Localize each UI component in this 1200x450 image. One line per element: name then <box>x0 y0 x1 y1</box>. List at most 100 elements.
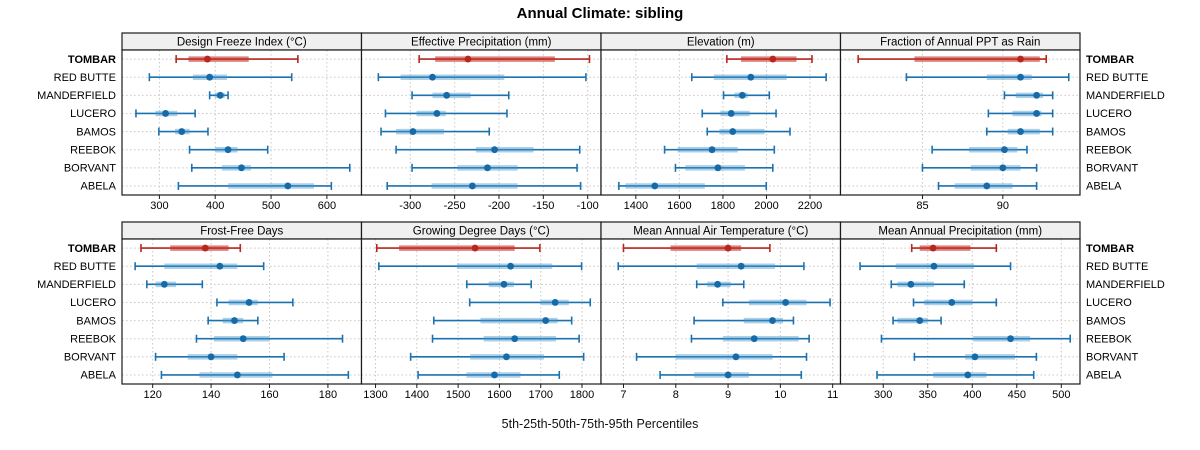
site-label-left-manderfield: MANDERFIELD <box>37 279 116 291</box>
median-dot <box>708 146 716 154</box>
panel-effective-precipitation-mm: Effective Precipitation (mm) -300 -250 -200… <box>360 32 602 212</box>
panel-bg <box>361 239 601 384</box>
percentile-row-bamos <box>693 316 795 325</box>
median-dot <box>964 371 972 379</box>
axis-tick-label: 1700 <box>528 389 552 401</box>
median-dot <box>1017 128 1024 135</box>
median-dot <box>750 335 758 343</box>
axis-tick-label: -100 <box>577 200 599 212</box>
percentile-row-borvant <box>409 352 585 361</box>
site-label-left-abela: ABELA <box>81 181 117 193</box>
axis-tick-label: 1800 <box>570 389 594 401</box>
axis-tick-label: 8 <box>673 389 679 401</box>
panel-strip-title: Fraction of Annual PPT as Rain <box>880 37 1040 49</box>
median-dot <box>204 55 211 63</box>
percentile-row-borvant <box>635 352 808 361</box>
median-dot <box>714 280 722 288</box>
percentile-row-red-butte <box>148 73 293 82</box>
axis-tick-label: 500 <box>262 200 280 212</box>
median-dot <box>503 353 510 361</box>
percentile-row-tombar <box>910 244 998 253</box>
percentile-row-tombar <box>622 244 771 253</box>
percentile-row-lucero <box>216 298 294 307</box>
percentile-row-reebok <box>395 145 581 154</box>
percentile-row-borvant <box>921 163 1038 172</box>
panel-elevation-m: Elevation (m) 1400 1600 1800 2000 2200 <box>600 32 842 212</box>
median-dot <box>491 371 498 379</box>
axis-tick-label: 11 <box>827 389 838 401</box>
site-label-left-reebok: REEBOK <box>70 333 117 345</box>
panel-bg <box>840 50 1080 195</box>
site-label-left-bamos: BAMOS <box>76 126 116 138</box>
median-dot <box>948 299 956 306</box>
percentile-row-bamos <box>380 127 491 136</box>
axis-tick-label: 1300 <box>363 389 387 401</box>
median-dot <box>231 317 238 324</box>
median-dot <box>484 164 491 172</box>
percentile-row-abela <box>417 370 561 379</box>
median-dot <box>1017 55 1024 63</box>
median-dot <box>769 55 777 63</box>
percentile-row-red-butte <box>134 262 265 271</box>
panel-bg <box>601 239 841 384</box>
axis-tick-label: 140 <box>202 389 220 401</box>
median-dot <box>930 262 938 270</box>
percentile-row-manderfield <box>1003 91 1054 100</box>
axis-tick-label: 500 <box>1052 389 1070 401</box>
axis-tick-label: 1600 <box>667 200 691 212</box>
percentile-row-lucero <box>701 109 777 118</box>
percentile-row-borvant <box>190 163 351 172</box>
median-dot <box>207 353 215 361</box>
median-dot <box>464 55 472 63</box>
percentile-row-abela <box>937 181 1038 190</box>
axis-tick-label: 300 <box>150 200 168 212</box>
panel-strip-title: Elevation (m) <box>687 37 755 49</box>
panel-design-freeze-index-c: Design Freeze Index (°C) 300 400 500 600 <box>121 32 363 212</box>
median-dot <box>216 91 224 99</box>
axis-tick-label: 10 <box>774 389 786 401</box>
median-dot <box>724 244 732 252</box>
site-label-right-bamos: BAMOS <box>1086 315 1126 327</box>
median-dot <box>769 317 776 324</box>
median-dot <box>999 164 1007 172</box>
percentile-row-tombar <box>140 244 242 253</box>
axis-tick-label: 350 <box>919 389 937 401</box>
axis-tick-label: 1500 <box>446 389 470 401</box>
percentile-row-lucero <box>468 298 592 307</box>
percentile-row-borvant <box>674 163 774 172</box>
median-dot <box>443 91 451 99</box>
percentile-row-bamos <box>432 316 573 325</box>
panel-frost-free-days: Frost-Free Days 120 140 160 180 <box>121 221 363 401</box>
median-dot <box>929 244 937 252</box>
chart-title: Annual Climate: sibling <box>516 5 684 22</box>
median-dot <box>1017 73 1024 81</box>
percentile-row-lucero <box>722 298 831 307</box>
site-label-right-borvant: BORVANT <box>1086 352 1138 364</box>
percentile-row-abela <box>160 370 350 379</box>
median-dot <box>651 182 659 190</box>
median-dot <box>907 280 915 288</box>
median-dot <box>471 244 479 252</box>
axis-tick-label: -200 <box>488 200 510 212</box>
percentile-row-manderfield <box>146 280 204 289</box>
site-label-left-borvant: BORVANT <box>64 163 116 175</box>
panel-border <box>839 49 1081 196</box>
percentile-row-borvant <box>913 352 1038 361</box>
percentile-row-reebok <box>931 145 1028 154</box>
percentile-row-borvant <box>411 163 578 172</box>
percentile-row-manderfield <box>722 91 771 100</box>
median-dot <box>429 73 436 81</box>
axis-tick-label: 600 <box>318 200 336 212</box>
median-dot <box>511 335 519 343</box>
median-dot <box>916 317 924 324</box>
percentile-row-tombar <box>857 55 1048 64</box>
percentile-row-red-butte <box>377 73 587 82</box>
site-label-right-reebok: REEBOK <box>1086 333 1133 345</box>
median-dot <box>782 299 789 306</box>
median-dot <box>738 91 746 99</box>
panel-growing-degree-days-c: Growing Degree Days (°C) 1300 1400 1500 1600… <box>360 221 602 401</box>
site-label-right-borvant: BORVANT <box>1086 163 1138 175</box>
median-dot <box>216 262 224 270</box>
site-label-right-bamos: BAMOS <box>1086 126 1126 138</box>
